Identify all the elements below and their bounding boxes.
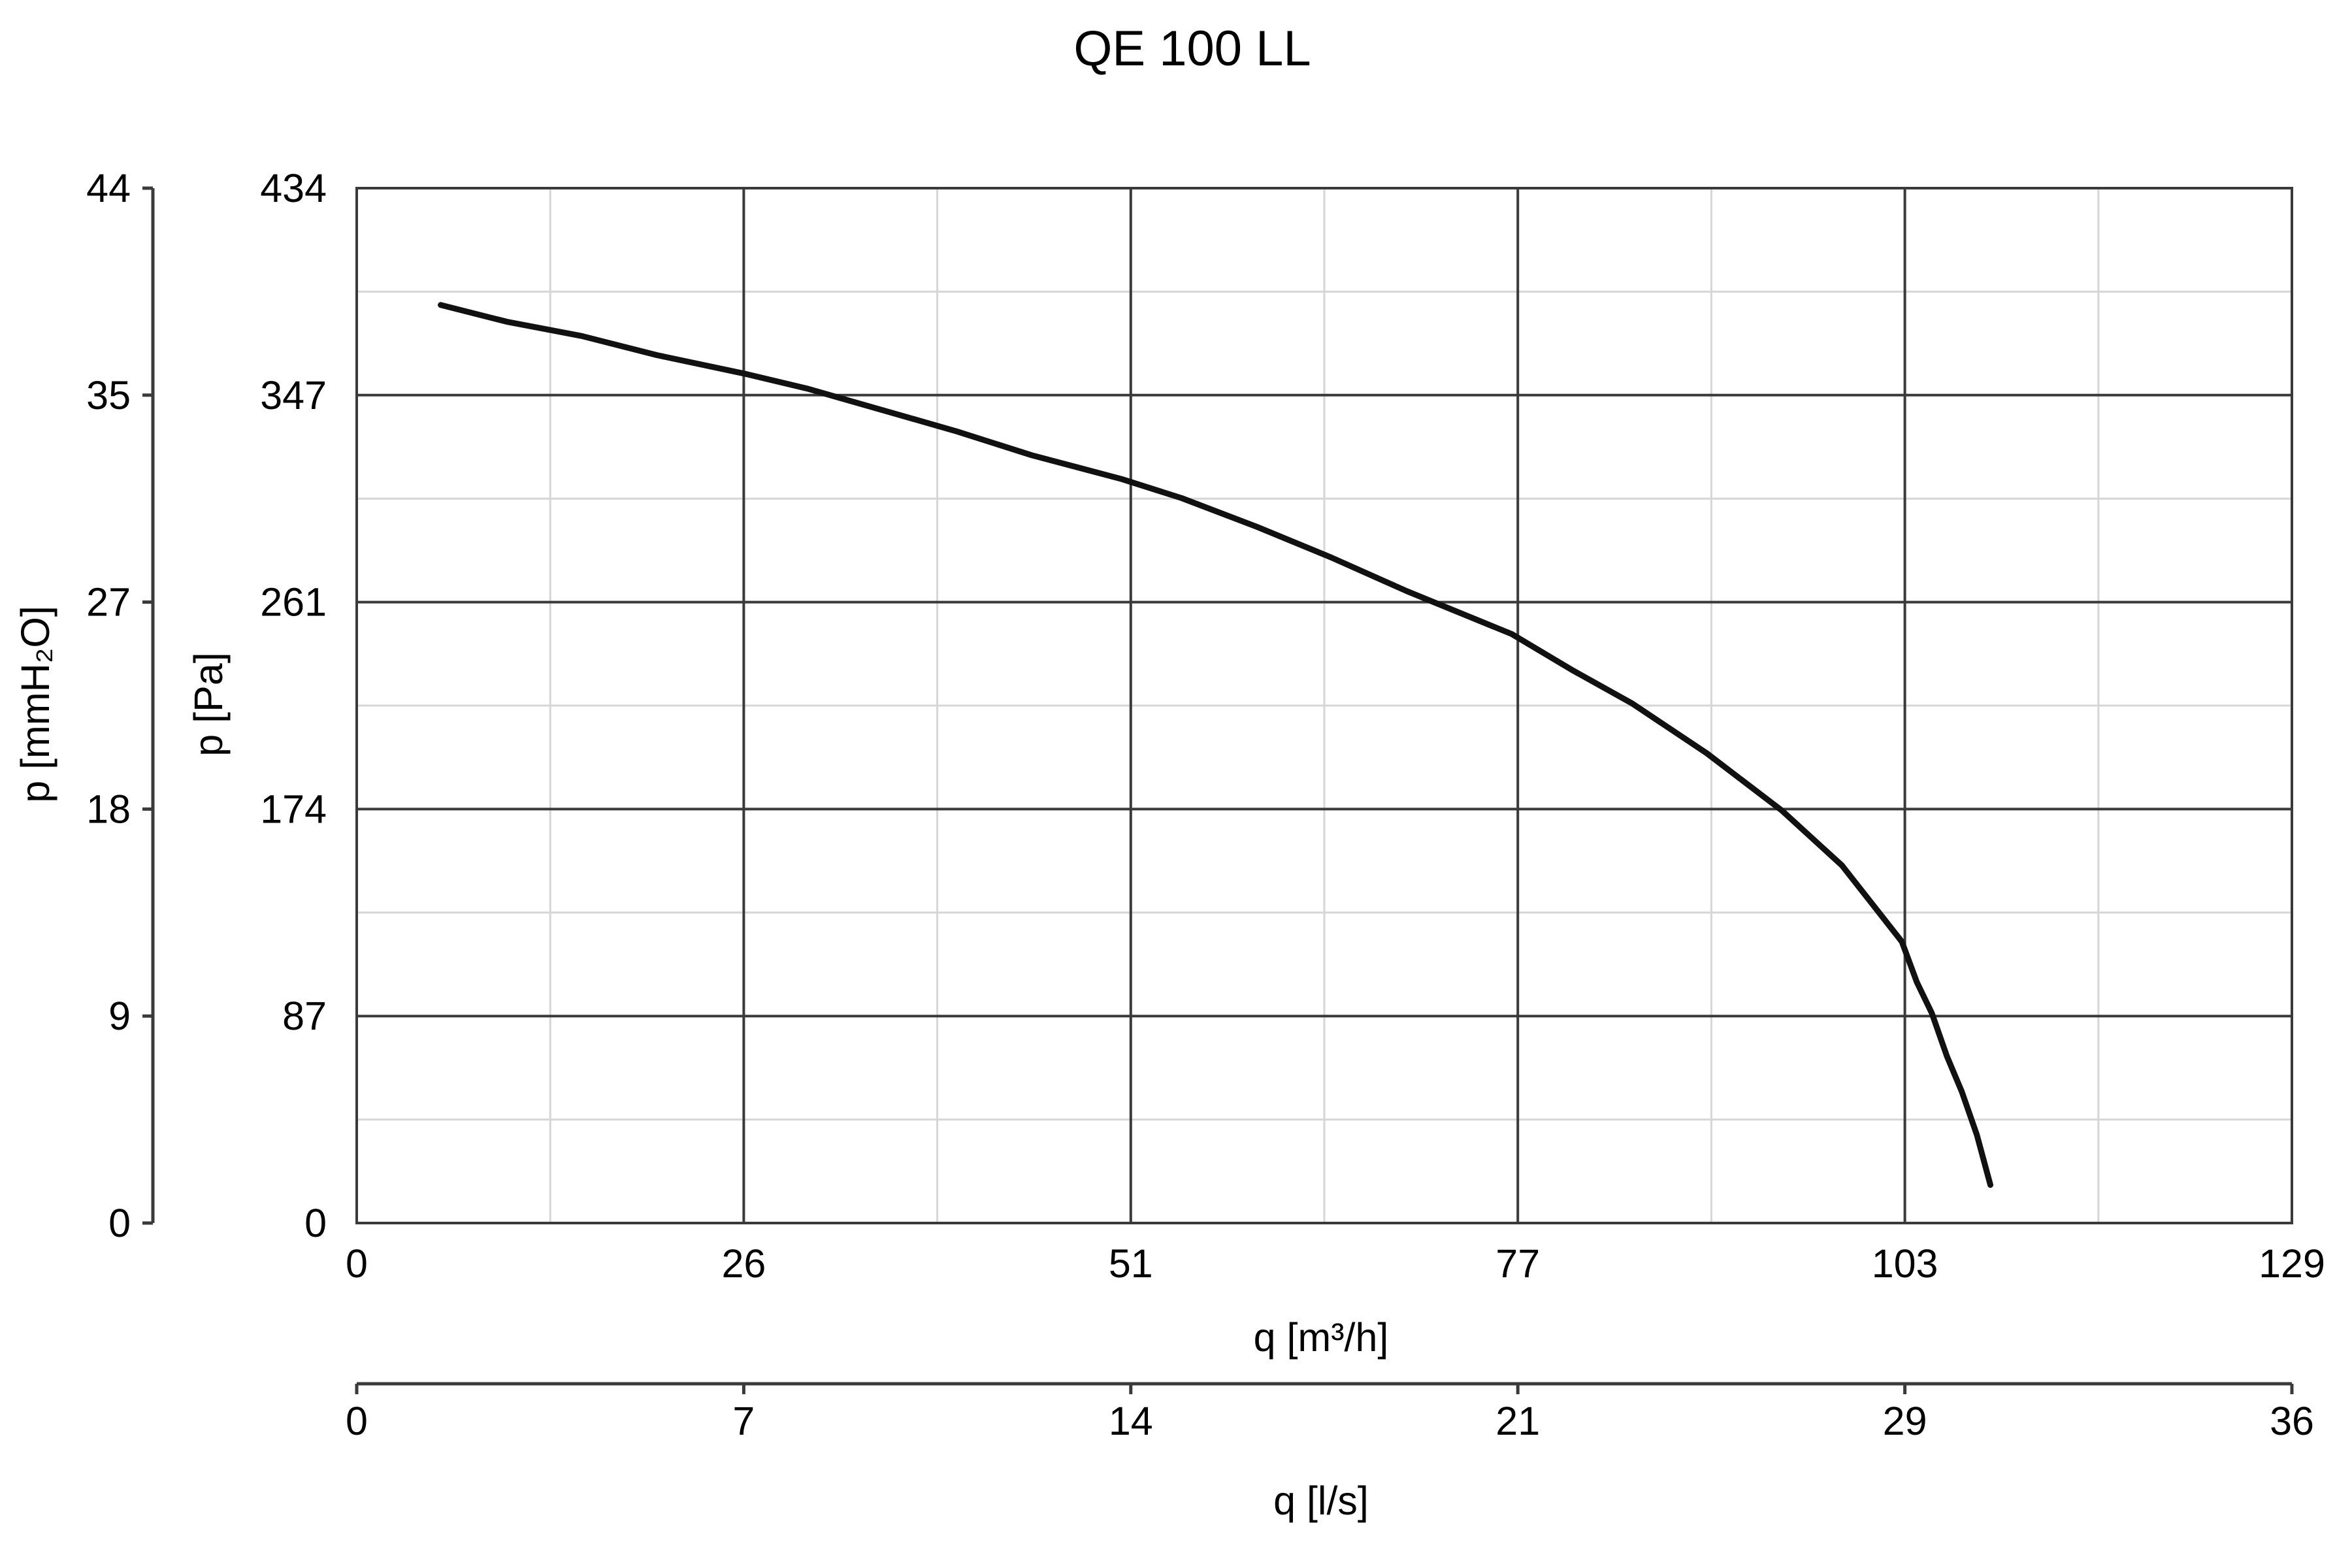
secondary-x-axis-label: q [l/s] bbox=[1273, 1478, 1369, 1523]
secondary-x-tick-label: 36 bbox=[2270, 1399, 2314, 1443]
secondary-y-tick-label: 18 bbox=[86, 787, 131, 831]
x-tick-label: 26 bbox=[721, 1241, 766, 1286]
x-tick-label: 51 bbox=[1109, 1241, 1153, 1286]
secondary-y-tick-label: 0 bbox=[108, 1201, 131, 1245]
plot-frame bbox=[355, 187, 2293, 1224]
secondary-x-tick-label: 14 bbox=[1109, 1399, 1153, 1443]
secondary-y-tick-label: 35 bbox=[86, 373, 131, 417]
x-tick-label: 77 bbox=[1495, 1241, 1540, 1286]
secondary-x-tick-label: 21 bbox=[1495, 1399, 1540, 1443]
x-axis-label: q [m³/h] bbox=[1254, 1315, 1389, 1360]
x-tick-label: 129 bbox=[2259, 1241, 2325, 1286]
y-tick-label: 261 bbox=[260, 580, 327, 625]
y-tick-label: 174 bbox=[260, 787, 327, 831]
series-line bbox=[438, 302, 1993, 1188]
secondary-y-axis-label: p [mmH₂O] bbox=[13, 606, 57, 803]
secondary-y-tick-label: 44 bbox=[86, 166, 131, 210]
secondary-x-tick-label: 29 bbox=[1883, 1399, 1927, 1443]
secondary-x-tick-label: 0 bbox=[346, 1399, 368, 1443]
x-tick-label: 103 bbox=[1872, 1241, 1938, 1286]
secondary-y-tick-label: 27 bbox=[86, 580, 131, 625]
chart-title: QE 100 LL bbox=[1073, 21, 1311, 76]
y-tick-label: 0 bbox=[304, 1201, 327, 1245]
y-tick-label: 87 bbox=[282, 994, 327, 1038]
y-tick-label: 434 bbox=[260, 166, 327, 210]
y-axis-label: p [Pa] bbox=[186, 652, 231, 756]
y-tick-label: 347 bbox=[260, 373, 327, 417]
x-tick-label: 0 bbox=[346, 1241, 368, 1286]
secondary-y-tick-label: 9 bbox=[108, 994, 131, 1038]
secondary-x-tick-label: 7 bbox=[732, 1399, 755, 1443]
